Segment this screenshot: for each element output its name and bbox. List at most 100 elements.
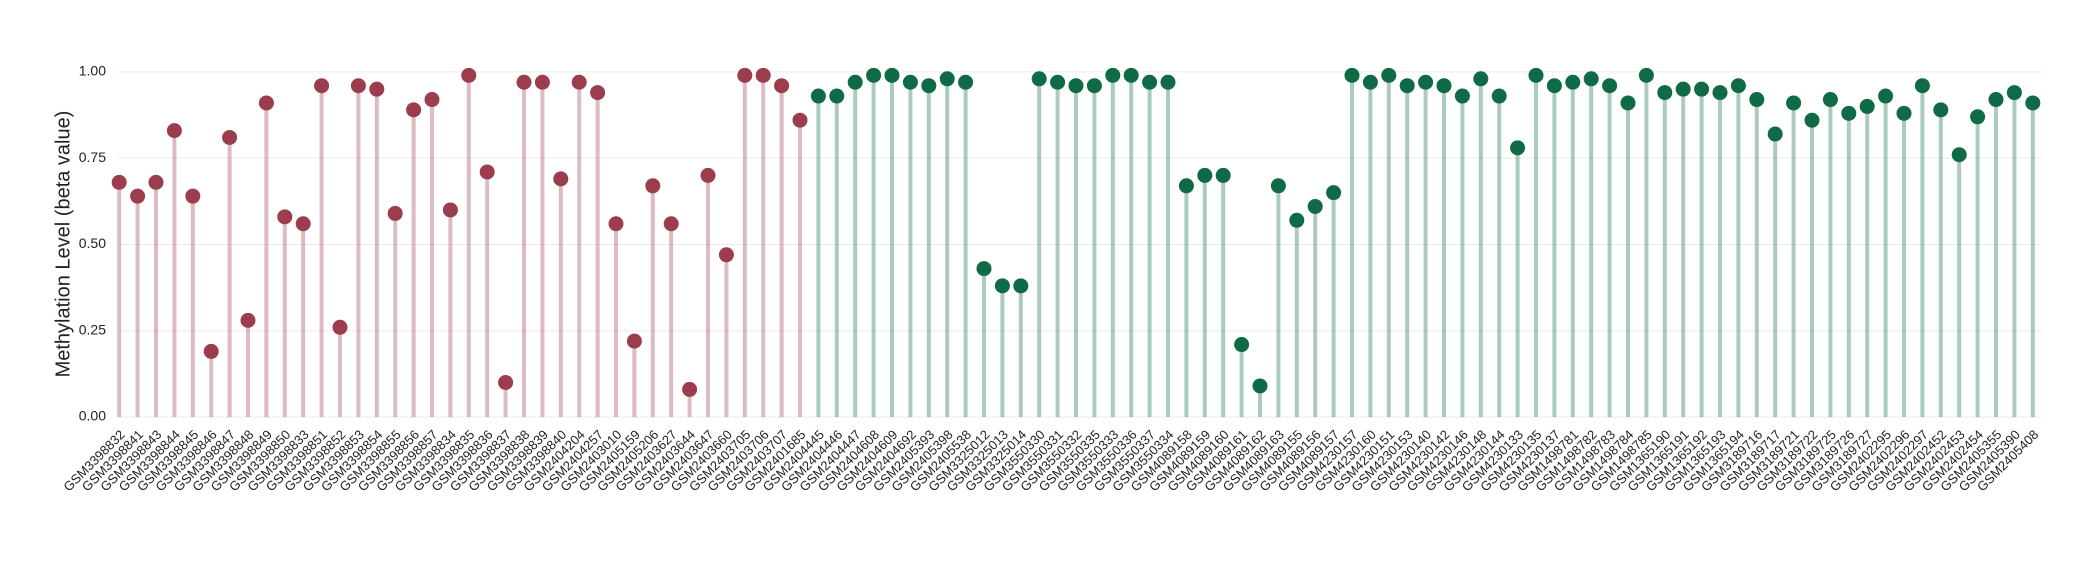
dot (442, 202, 458, 218)
y-tick-label: 0.25 (79, 321, 106, 337)
dot (1086, 78, 1102, 94)
dot (1491, 88, 1507, 104)
dot (792, 112, 808, 128)
dot (222, 129, 238, 145)
dot (1252, 378, 1268, 394)
dot (1620, 95, 1636, 111)
dot (1436, 78, 1452, 94)
dot (1712, 85, 1728, 101)
dot (921, 78, 937, 94)
dot (295, 216, 311, 232)
dot (1160, 74, 1176, 90)
dot (1013, 278, 1029, 294)
dot (1933, 102, 1949, 118)
dot (1822, 92, 1838, 108)
dot (332, 319, 348, 335)
dot (590, 85, 606, 101)
y-tick-label: 0.75 (79, 149, 106, 165)
dot (461, 67, 477, 83)
dot (424, 92, 440, 108)
y-tick-label: 0.00 (79, 408, 106, 424)
dot (1786, 95, 1802, 111)
dot (645, 178, 661, 194)
dot (608, 216, 624, 232)
dot (1510, 140, 1526, 156)
dot (1362, 74, 1378, 90)
dot (130, 188, 146, 204)
dot (1399, 78, 1415, 94)
dot (1896, 105, 1912, 121)
dot (1841, 105, 1857, 121)
dot (1178, 178, 1194, 194)
dot (1694, 81, 1710, 97)
dot (1215, 167, 1231, 183)
dot (1675, 81, 1691, 97)
dot (774, 78, 790, 94)
dot (1068, 78, 1084, 94)
dot (1859, 98, 1875, 114)
dot (1381, 67, 1397, 83)
dot (185, 188, 201, 204)
dot (240, 312, 256, 328)
dot (2006, 85, 2022, 101)
dot (1730, 78, 1746, 94)
dot (1454, 88, 1470, 104)
dot (1638, 67, 1654, 83)
dot (810, 88, 826, 104)
dot (1546, 78, 1562, 94)
dot (1270, 178, 1286, 194)
dot (258, 95, 274, 111)
dot (1142, 74, 1158, 90)
dot (1031, 71, 1047, 87)
dot (1326, 185, 1342, 201)
dot (1602, 78, 1618, 94)
dot (516, 74, 532, 90)
dot (1767, 126, 1783, 142)
dot (1528, 67, 1544, 83)
dot (1988, 92, 2004, 108)
dot (553, 171, 569, 187)
dot (1473, 71, 1489, 87)
dot (314, 78, 330, 94)
dot (350, 78, 366, 94)
dot (111, 174, 127, 190)
dot (700, 167, 716, 183)
dot (534, 74, 550, 90)
y-tick-label: 0.50 (79, 235, 106, 251)
dot (1657, 85, 1673, 101)
dot (1307, 198, 1323, 214)
dot (1123, 67, 1139, 83)
dot (829, 88, 845, 104)
dot (1878, 88, 1894, 104)
dot (387, 205, 403, 221)
y-tick-label: 1.00 (79, 63, 106, 79)
dot (479, 164, 495, 180)
y-axis-label: Methylation Level (beta value) (52, 111, 74, 378)
dot (166, 123, 182, 139)
dot (1105, 67, 1121, 83)
dot (902, 74, 918, 90)
dot (1749, 92, 1765, 108)
dot (1583, 71, 1599, 87)
dot (571, 74, 587, 90)
dot (369, 81, 385, 97)
dot (1050, 74, 1066, 90)
dot (1289, 212, 1305, 228)
dot (626, 333, 642, 349)
dot (1344, 67, 1360, 83)
dot (884, 67, 900, 83)
dot (994, 278, 1010, 294)
dot (847, 74, 863, 90)
dot (203, 343, 219, 359)
dot (277, 209, 293, 225)
dot (866, 67, 882, 83)
dot (1970, 109, 1986, 125)
dot (737, 67, 753, 83)
dot (976, 261, 992, 277)
dot (682, 381, 698, 397)
dot (939, 71, 955, 87)
dot (1234, 337, 1250, 353)
dot (498, 374, 514, 390)
dot (755, 67, 771, 83)
